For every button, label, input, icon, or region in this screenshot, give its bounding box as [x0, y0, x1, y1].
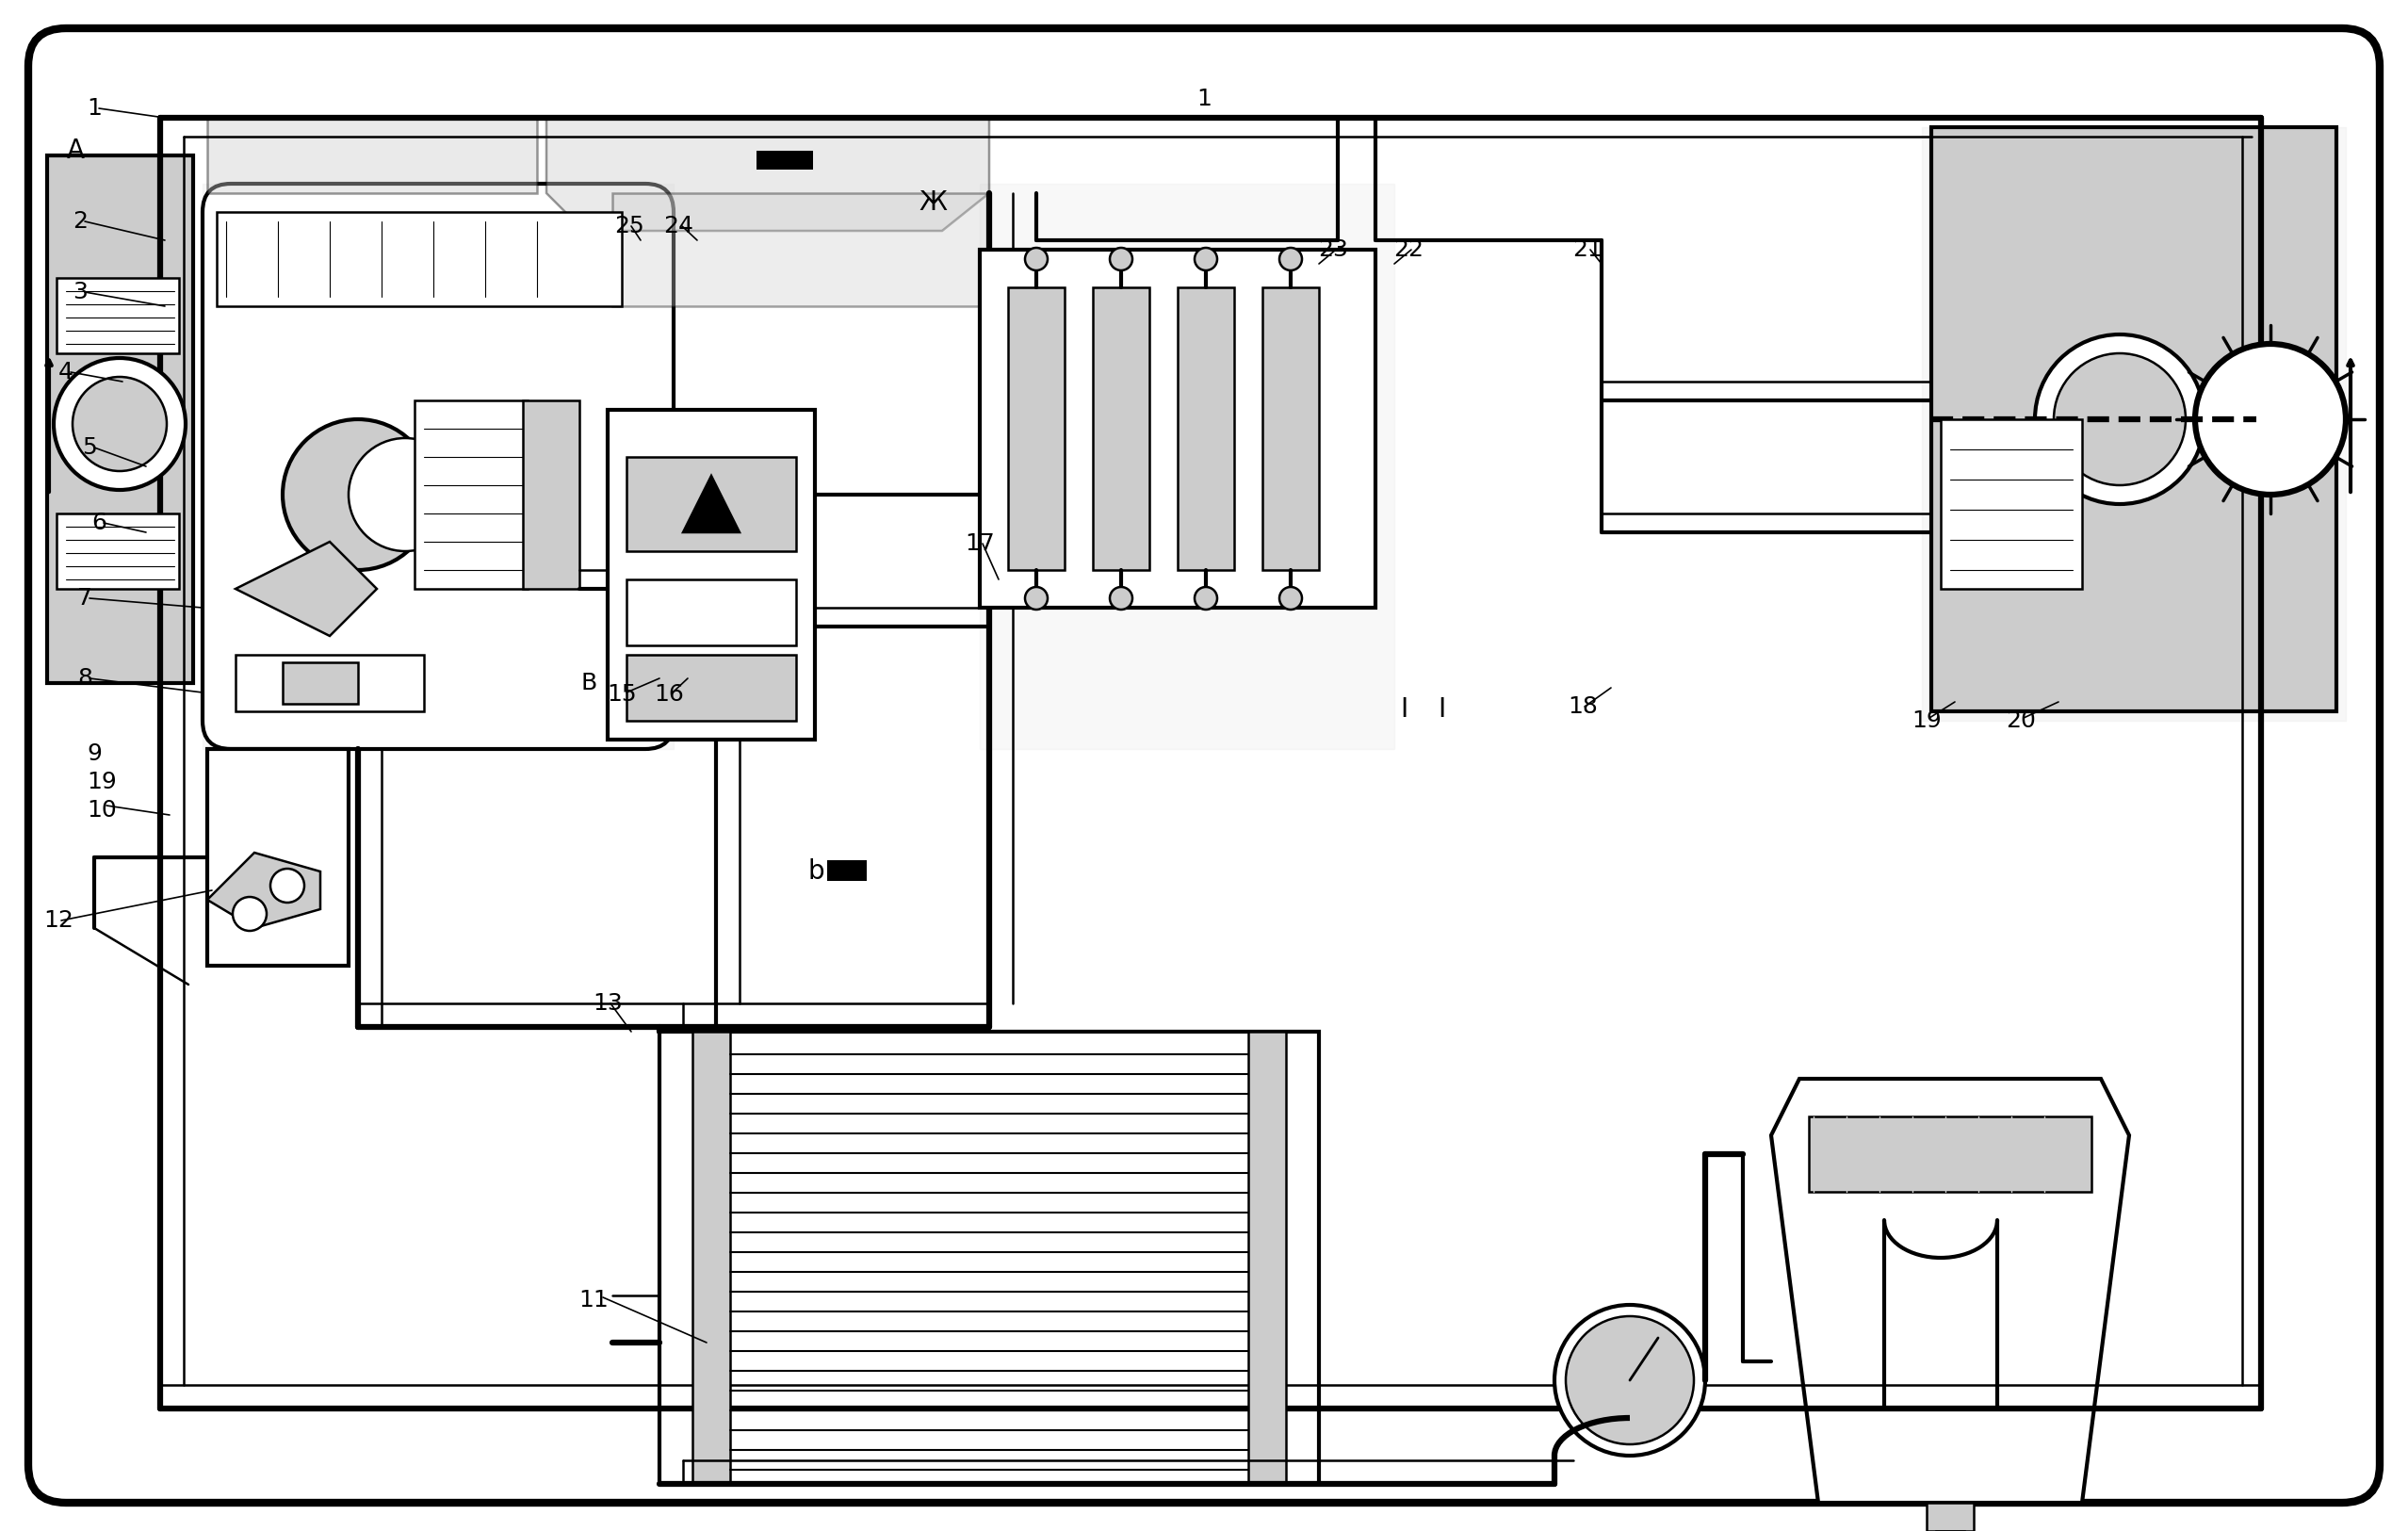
Text: 13: 13: [592, 992, 624, 1015]
Circle shape: [1110, 248, 1132, 271]
Bar: [282, 663, 359, 704]
Text: 12: 12: [43, 909, 72, 932]
Text: 25: 25: [614, 214, 645, 237]
Text: I: I: [1399, 697, 1409, 723]
Circle shape: [1026, 248, 1047, 271]
Text: 21: 21: [1572, 239, 1601, 260]
Bar: [523, 401, 580, 589]
Circle shape: [1556, 1304, 1705, 1456]
Bar: [207, 118, 537, 193]
Circle shape: [2196, 344, 2345, 495]
Text: 18: 18: [1568, 695, 1599, 718]
Text: 19: 19: [87, 770, 116, 793]
Text: B: B: [580, 672, 597, 695]
Bar: [756, 150, 814, 170]
Text: 4: 4: [58, 361, 75, 383]
Text: A: A: [67, 138, 84, 164]
Polygon shape: [207, 853, 320, 928]
Text: 6: 6: [92, 511, 106, 534]
Text: 11: 11: [578, 1289, 609, 1312]
Text: 20: 20: [2006, 709, 2035, 732]
Polygon shape: [684, 476, 739, 533]
Bar: [694, 1032, 730, 1484]
FancyBboxPatch shape: [202, 184, 674, 749]
Bar: [980, 250, 1375, 608]
Bar: [414, 401, 527, 589]
Circle shape: [72, 377, 166, 472]
Text: 24: 24: [662, 214, 694, 237]
Circle shape: [1279, 586, 1303, 609]
Bar: [626, 655, 797, 721]
Text: 7: 7: [77, 586, 92, 609]
Text: Ж: Ж: [917, 190, 946, 216]
Text: I: I: [1438, 697, 1445, 723]
Bar: [626, 456, 797, 551]
Polygon shape: [236, 542, 376, 635]
Bar: [236, 655, 424, 712]
Circle shape: [2035, 334, 2203, 504]
Text: 9: 9: [87, 743, 101, 766]
Text: 17: 17: [966, 533, 995, 554]
Bar: [1093, 288, 1149, 570]
Bar: [48, 156, 193, 683]
Bar: [1808, 1116, 2093, 1191]
Text: 1: 1: [1197, 87, 1211, 110]
Bar: [607, 410, 814, 739]
Text: 19: 19: [1912, 709, 1941, 732]
Text: 8: 8: [77, 668, 92, 689]
Bar: [55, 279, 178, 354]
Bar: [1009, 288, 1064, 570]
Bar: [1931, 127, 2336, 712]
Bar: [1178, 288, 1235, 570]
Bar: [626, 579, 797, 646]
Text: b: b: [807, 859, 824, 885]
Text: 10: 10: [87, 799, 116, 822]
Bar: [55, 513, 178, 589]
Bar: [1941, 419, 2083, 589]
Circle shape: [1279, 248, 1303, 271]
Text: 23: 23: [1317, 239, 1348, 260]
Circle shape: [2054, 354, 2186, 485]
Text: 1: 1: [87, 96, 101, 119]
Circle shape: [1110, 586, 1132, 609]
Bar: [660, 1032, 1320, 1484]
Bar: [1926, 1503, 1975, 1531]
Circle shape: [234, 897, 267, 931]
Polygon shape: [547, 118, 990, 231]
Circle shape: [349, 438, 462, 551]
Bar: [828, 860, 867, 880]
Circle shape: [270, 868, 303, 903]
Circle shape: [1194, 586, 1216, 609]
Bar: [1247, 1032, 1286, 1484]
Bar: [217, 211, 621, 306]
Bar: [612, 193, 990, 306]
Polygon shape: [1772, 1079, 2129, 1503]
Bar: [1262, 288, 1320, 570]
Text: 3: 3: [72, 280, 87, 303]
Circle shape: [1194, 248, 1216, 271]
Text: 22: 22: [1394, 239, 1423, 260]
Text: 15: 15: [607, 683, 636, 706]
Circle shape: [53, 358, 185, 490]
Circle shape: [1026, 586, 1047, 609]
Text: 2: 2: [72, 210, 87, 233]
Bar: [207, 749, 349, 966]
Text: 16: 16: [655, 683, 684, 706]
Text: 5: 5: [82, 436, 96, 459]
Circle shape: [282, 419, 433, 570]
Circle shape: [1565, 1317, 1693, 1444]
